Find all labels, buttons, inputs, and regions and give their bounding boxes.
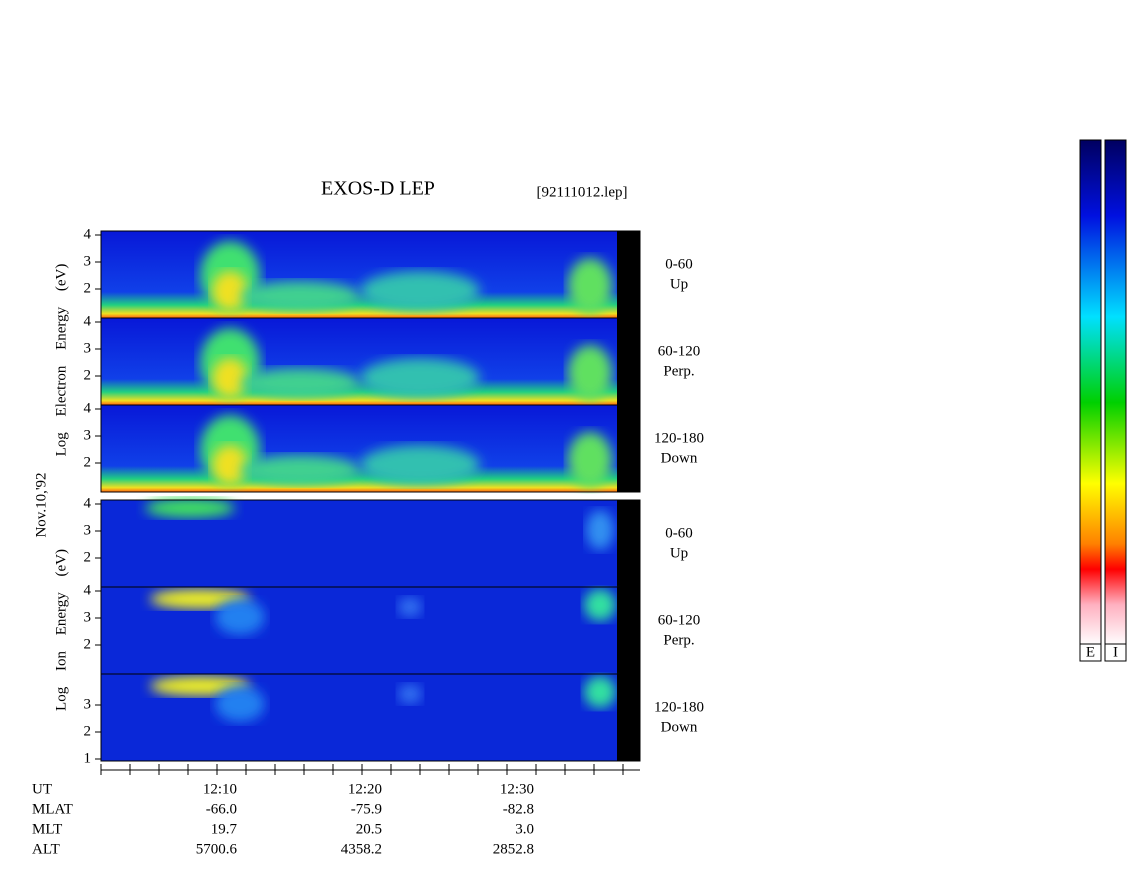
pitch-angle: 120-180 [654,699,704,715]
panel: 2 3 4 0-60 Up [84,495,693,588]
row-value: 20.5 [356,821,382,837]
row-value: -82.8 [503,801,534,817]
spectrogram-feature [584,589,616,621]
direction: Down [661,450,698,466]
y-tick-label: 3 [84,340,92,356]
y-tick-label: 4 [84,582,92,598]
pitch-angle: 60-120 [658,612,701,628]
date: Nov.10,'92 [33,472,49,537]
direction: Perp. [663,632,694,648]
direction: Perp. [663,363,694,379]
spectrogram-background [101,405,617,492]
colorbar-label-box [1104,643,1127,662]
y-tick-label: 2 [84,280,92,296]
y-tick-label: 2 [84,454,92,470]
spectrogram-feature [398,597,422,617]
spectrogram-feature [568,258,612,314]
spectrogram-feature [212,358,248,398]
row-value: 2852.8 [493,841,534,857]
direction: Up [670,276,688,292]
row-value: 12:20 [348,781,382,797]
direction: Down [661,719,698,735]
electron-axis-label: Log Electron Energy (eV) [53,264,69,457]
row-value: -75.9 [351,801,382,817]
panel: 1 2 3 120-180 Down [84,673,704,766]
colorbar-label: I [1113,644,1118,660]
y-tick-label: 3 [84,522,92,538]
pitch-angle: 0-60 [665,256,693,272]
file-name: [92111012.lep] [537,184,628,200]
spectrogram-feature [568,432,612,488]
panel-frame [100,673,641,762]
spectrogram-background [101,318,617,405]
y-tick-label: 4 [84,400,92,416]
row-value: 19.7 [211,821,238,837]
row-value: -66.0 [206,801,237,817]
spectrogram-feature [240,455,360,485]
panel-frame [100,404,641,493]
spectrogram-feature [215,686,265,722]
y-tick-label: 3 [84,427,92,443]
spectrogram-feature [145,498,235,518]
y-tick-label: 2 [84,723,92,739]
pitch-angle: 120-180 [654,430,704,446]
row-label: UT [32,781,52,797]
spectrogram-feature [568,345,612,401]
spectrogram-feature [360,445,480,485]
spectrogram-feature [240,281,360,311]
row-label: MLT [32,821,62,837]
y-tick-label: 3 [84,609,92,625]
y-tick-label: 2 [84,636,92,652]
spectrogram-background [101,231,617,318]
row-value: 5700.6 [196,841,238,857]
spectrograms: 2 3 4 0-60 Up 2 3 4 60-120 Perp. 2 3 4 120-180 Down 2 3 4… [84,226,705,766]
panel: 2 3 4 0-60 Up [84,226,693,319]
pitch-angle: 0-60 [665,525,693,541]
title: EXOS-D LEP [321,178,435,200]
spectrogram-feature [360,358,480,398]
orbit-table: UT 12:10 12:20 12:30 MLAT -66.0 -75.9 -82.8 MLT 1… [32,781,534,857]
y-tick-label: 4 [84,226,92,242]
data-gap [617,405,640,492]
time-ticks [100,764,624,775]
y-tick-label: 2 [84,549,92,565]
panel: 2 3 4 60-120 Perp. [84,313,701,406]
y-tick-label: 3 [84,696,92,712]
colorbar-label: E [1086,644,1095,660]
spectrogram-feature [215,599,265,635]
row-label: ALT [32,841,60,857]
spectrogram-feature [584,676,616,708]
panel: 2 3 4 60-120 Perp. [84,582,701,675]
spectrogram-feature [586,510,614,550]
direction: Up [670,545,688,561]
spectrogram-feature [398,684,422,704]
data-gap [617,674,640,761]
panel: 2 3 4 120-180 Down [84,400,704,493]
data-gap [617,231,640,318]
row-value: 4358.2 [341,841,382,857]
row-value: 12:30 [500,781,534,797]
row-value: 3.0 [515,821,534,837]
row-value: 12:10 [203,781,237,797]
ion-axis-label: Log Ion Energy (eV) [53,549,69,711]
pitch-angle: 60-120 [658,343,701,359]
data-gap [617,318,640,405]
y-tick-label: 4 [84,313,92,329]
spectrogram-feature [360,271,480,311]
y-tick-label: 1 [84,750,92,766]
data-gap [617,587,640,674]
row-label: MLAT [32,801,73,817]
spectrogram-feature [240,368,360,398]
colorbar [1079,139,1102,646]
colorbar-label-box [1079,643,1102,662]
y-tick-label: 3 [84,253,92,269]
spectrogram-feature [212,445,248,485]
y-tick-label: 4 [84,495,92,511]
colorbar [1104,139,1127,646]
data-gap [617,500,640,587]
y-tick-label: 2 [84,367,92,383]
spectrogram-feature [212,271,248,311]
